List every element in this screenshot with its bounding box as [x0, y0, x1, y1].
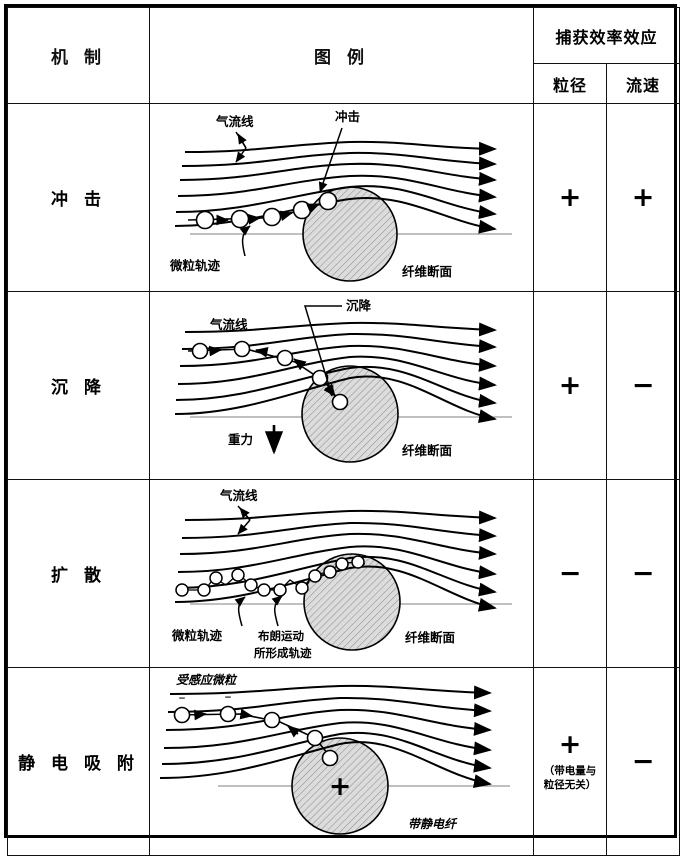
diagram-impaction: 气流线 冲击 微粒轨迹 纤维断面: [169, 109, 512, 282]
particle-trajectory-path: [173, 713, 329, 755]
label-impact: 冲击: [335, 109, 360, 124]
fiber-cross-section-circle: [302, 186, 398, 282]
label-fiber-section: 纤维断面: [402, 264, 453, 279]
settling-leader: [303, 305, 342, 397]
mechanism-table: 机 制 图 例 捕获效率效应 粒径 流速 冲 击: [7, 7, 681, 856]
trajectory-arrowheads: [193, 708, 301, 738]
header-particle-size: 粒径: [533, 63, 607, 104]
diagram-settling: 气流线 沉降 重力 纤维断面: [174, 298, 512, 463]
label-airflow-line: 气流线: [219, 488, 258, 503]
size-effect-sign: +: [558, 729, 582, 761]
header-particle-size-label: 粒径: [552, 75, 587, 95]
label-charged-fiber: 带静电纤: [408, 817, 458, 831]
fiber-positive-charge: +: [329, 771, 352, 802]
size-effect-sign: +: [558, 182, 582, 213]
figure-cell-diffusion: 气流线 微粒轨迹 布朗运动 所形成轨迹 纤维断面: [149, 479, 534, 668]
effect-size-cell: +: [533, 291, 607, 480]
label-induced-particle: 受感应微粒: [176, 673, 238, 687]
particle-track-leader: [239, 225, 251, 257]
particle-circles: [175, 555, 365, 597]
impact-leader: [318, 127, 343, 193]
svg-text:−: −: [178, 694, 186, 704]
table-row: 静 电 吸 附: [7, 667, 681, 856]
label-fiber-section: 纤维断面: [402, 443, 453, 458]
particle-circles: [191, 340, 349, 411]
label-gravity: 重力: [228, 432, 253, 447]
header-effect-label: 捕获效率效应: [555, 27, 658, 47]
mechanism-label: 静 电 吸 附: [18, 754, 139, 774]
label-settling: 沉降: [346, 298, 372, 313]
label-fiber-section: 纤维断面: [405, 630, 456, 645]
velocity-effect-sign: +: [631, 182, 655, 213]
charged-fiber-circle: [291, 737, 389, 835]
header-velocity: 流速: [605, 63, 681, 104]
table-row: 扩 散: [7, 479, 681, 668]
mechanism-name-cell-diffusion: 扩 散: [7, 479, 150, 668]
velocity-effect-sign: −: [631, 746, 655, 777]
label-airflow-line: 气流线: [215, 114, 254, 129]
figure-cell-electrostatic: +: [149, 667, 534, 856]
label-brownian-line1: 布朗运动: [257, 629, 304, 643]
figure-cell-impaction: 气流线 冲击 微粒轨迹 纤维断面: [149, 103, 534, 292]
effect-velocity-cell: −: [605, 479, 681, 668]
size-effect-note: （带电量与 粒径无关）: [534, 765, 606, 791]
mechanism-table-container: 机 制 图 例 捕获效率效应 粒径 流速 冲 击: [4, 4, 681, 856]
diagram-electrostatic: +: [159, 673, 510, 835]
trajectory-arrowheads: [216, 203, 320, 226]
airflow-streamlines: [159, 684, 492, 788]
svg-text:−: −: [224, 693, 232, 703]
header-figure-label: 图 例: [314, 48, 369, 68]
effect-velocity-cell: −: [605, 667, 681, 856]
label-airflow-line: 气流线: [209, 317, 248, 332]
table-row: 沉 降: [7, 291, 681, 480]
airflow-leader: [238, 505, 251, 534]
diagram-diffusion: 气流线 微粒轨迹 布朗运动 所形成轨迹 纤维断面: [171, 488, 512, 660]
mechanism-label: 冲 击: [51, 190, 106, 210]
particle-track-leader: [234, 596, 246, 627]
size-effect-sign: +: [558, 370, 582, 401]
size-effect-note-line1: （带电量与: [543, 765, 597, 778]
mechanism-name-cell-impaction: 冲 击: [7, 103, 150, 292]
velocity-effect-sign: −: [631, 558, 655, 589]
airflow-leader-2: [237, 133, 247, 149]
airflow-streamlines: [174, 509, 497, 612]
label-particle-track: 微粒轨迹: [171, 628, 223, 643]
effect-size-cell: + （带电量与 粒径无关）: [533, 667, 607, 856]
header-figure: 图 例: [149, 7, 534, 104]
size-effect-note-line2: 粒径无关）: [543, 778, 597, 791]
mechanism-label: 扩 散: [51, 566, 106, 586]
effect-velocity-cell: +: [605, 103, 681, 292]
mechanism-label: 沉 降: [51, 378, 106, 398]
table-row: 冲 击: [7, 103, 681, 292]
airflow-streamlines: [174, 321, 497, 423]
airflow-leader-2: [239, 507, 251, 521]
label-particle-track: 微粒轨迹: [169, 258, 221, 273]
label-brownian-line2: 所形成轨迹: [254, 646, 312, 660]
header-mechanism-label: 机 制: [51, 48, 106, 68]
mechanism-name-cell-settling: 沉 降: [7, 291, 150, 480]
table-header-row-sub: 粒径 流速: [8, 63, 681, 104]
effect-size-cell: −: [533, 479, 607, 668]
size-effect-sign: −: [558, 558, 582, 589]
particle-circles: [173, 705, 339, 767]
effect-velocity-cell: −: [605, 291, 681, 480]
figure-cell-settling: 气流线 沉降 重力 纤维断面: [149, 291, 534, 480]
velocity-effect-sign: −: [631, 370, 655, 401]
effect-size-cell: +: [533, 103, 607, 292]
header-velocity-label: 流速: [626, 75, 661, 95]
mechanism-name-cell-electrostatic: 静 电 吸 附: [7, 667, 150, 856]
header-mechanism: 机 制: [7, 7, 150, 104]
brownian-leader: [271, 595, 283, 627]
particle-charge-signs: − −: [178, 693, 232, 704]
particle-circles: [195, 191, 338, 230]
table-header-row-top: 机 制 图 例 捕获效率效应: [7, 7, 681, 104]
airflow-leader: [236, 131, 246, 162]
header-effect: 捕获效率效应: [532, 7, 681, 64]
